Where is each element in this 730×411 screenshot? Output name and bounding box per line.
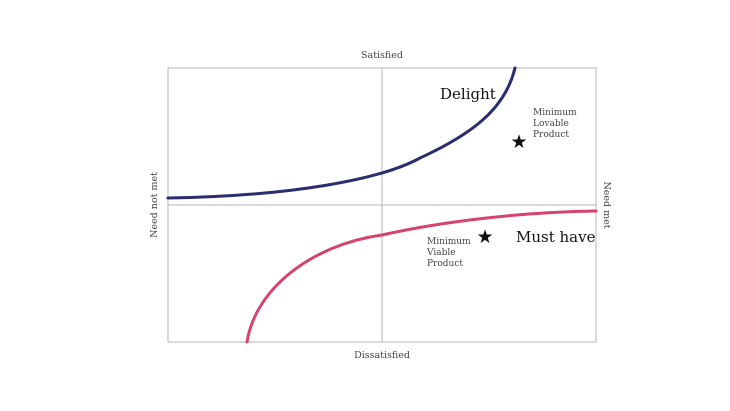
must-have-label: Must have (516, 228, 596, 246)
star-icon: ★ (510, 131, 527, 153)
delight-curve (166, 66, 517, 200)
axis-label-top: Satisfied (361, 50, 403, 61)
axis-label-left: Need not met (149, 172, 160, 238)
mvp-label-line2: Viable (426, 248, 456, 258)
mvp-label-line1: Minimum (427, 237, 471, 247)
mvp-label-line3: Product (427, 259, 463, 269)
axis-label-bottom: Dissatisfied (354, 350, 410, 361)
delight-label: Delight (440, 85, 496, 103)
star-icon: ★ (476, 226, 493, 248)
mlp-label-line2: Lovable (533, 119, 569, 129)
mlp-label-line3: Product (533, 130, 569, 140)
must-have-curve (245, 209, 598, 344)
axis-label-right: Need met (601, 181, 612, 228)
mlp-label-line1: Minimum (533, 108, 577, 118)
